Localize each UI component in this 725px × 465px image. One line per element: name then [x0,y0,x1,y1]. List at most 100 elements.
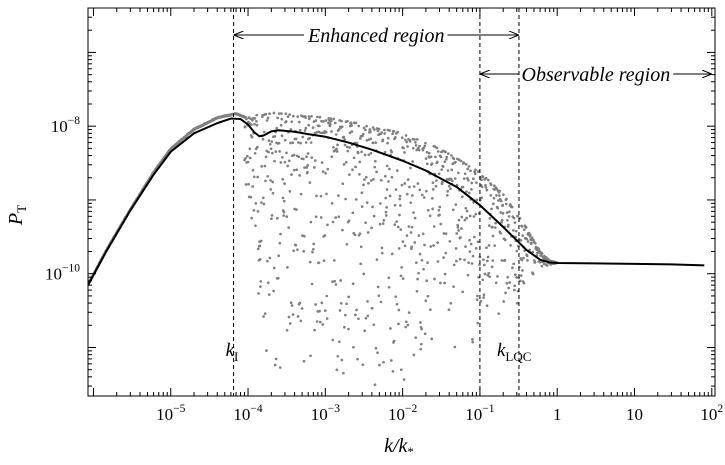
scatter-point [354,121,358,125]
scatter-point [333,259,336,262]
scatter-point [318,320,322,324]
scatter-point [289,301,293,305]
scatter-point [345,242,349,246]
scatter-point [390,252,394,256]
scatter-point [398,213,401,217]
scatter-point [360,191,364,195]
scatter-point [260,165,264,168]
scatter-point [471,254,475,258]
scatter-point [345,302,348,306]
scatter-point [490,207,493,211]
scatter-point [269,178,272,182]
scatter-point [525,237,529,241]
vertical-marker-label: kI [226,340,239,364]
scatter-point [404,134,408,137]
scatter-point [402,378,406,381]
scatter-point [437,172,441,176]
scatter-point [281,196,285,200]
vertical-marker-label: kLQC [497,340,531,364]
scatter-point [397,247,401,250]
x-tick-label: 10−4 [233,403,262,424]
scatter-point [410,194,414,197]
scatter-point [292,168,296,172]
scatter-point [467,165,471,168]
scatter-point [255,145,259,149]
scatter-point [401,277,405,280]
scatter-point [399,204,402,207]
scatter-point [388,194,392,198]
scatter-point [378,222,382,226]
scatter-point [493,244,496,247]
scatter-point [461,290,465,294]
scatter-point [382,360,385,364]
scatter-point [313,328,316,332]
scatter-point [273,159,276,163]
scatter-point [249,117,252,120]
scatter-point [520,225,524,228]
scatter-point [422,196,426,199]
scatter-point [445,194,449,197]
scatter-point [462,177,466,181]
scatter-point [259,280,263,283]
scatter-point [461,185,465,189]
scatter-point [526,240,530,243]
scatter-point [277,112,281,115]
scatter-point [304,141,308,144]
scatter-point [366,314,370,318]
scatter-point [250,216,254,220]
scatter-point [272,266,276,270]
scatter-point [388,129,392,132]
scatter-point [278,241,282,245]
scatter-point [339,279,342,282]
scatter-point [352,345,355,349]
scatter-point [475,298,479,301]
scatter-point [347,295,351,299]
scatter-point [422,267,425,271]
scatter-point [308,181,312,184]
scatter-point [367,181,370,185]
scatter-point [396,225,400,229]
scatter-dots-layer [88,111,559,387]
scatter-point [331,338,335,342]
scatter-point [266,174,270,178]
y-axis-ticks: 10−8 10−10 [45,7,715,387]
scatter-point [307,117,311,121]
scatter-point [467,261,470,265]
scatter-point [264,179,267,183]
scatter-point [287,226,290,229]
scatter-point [499,211,503,214]
scatter-point [355,308,358,312]
scatter-point [417,271,420,275]
scatter-point [490,265,494,269]
scatter-point [285,328,289,332]
scatter-point [499,231,502,235]
scatter-point [445,155,449,159]
scatter-point [413,241,417,244]
scatter-point [320,301,324,305]
scatter-point [362,272,366,276]
scatter-point [419,321,422,324]
scatter-point [472,215,476,218]
scatter-point [492,202,495,206]
scatter-point [278,366,282,369]
scatter-point [266,116,270,120]
scatter-point [353,233,357,237]
scatter-point [303,166,306,169]
scatter-point [487,178,490,182]
scatter-point [507,215,511,218]
scatter-point [466,177,469,180]
scatter-point [248,147,252,151]
scatter-point [425,279,429,283]
scatter-point [406,323,410,327]
scatter-point [529,242,533,246]
scatter-point [368,128,372,131]
scatter-point [540,252,544,255]
scatter-point [395,220,398,223]
scatter-point [506,275,510,279]
scatter-point [252,175,256,179]
scatter-point [396,130,399,134]
scatter-point [270,217,273,221]
scatter-point [432,244,435,247]
scatter-point [292,153,296,157]
scatter-point [456,223,460,227]
